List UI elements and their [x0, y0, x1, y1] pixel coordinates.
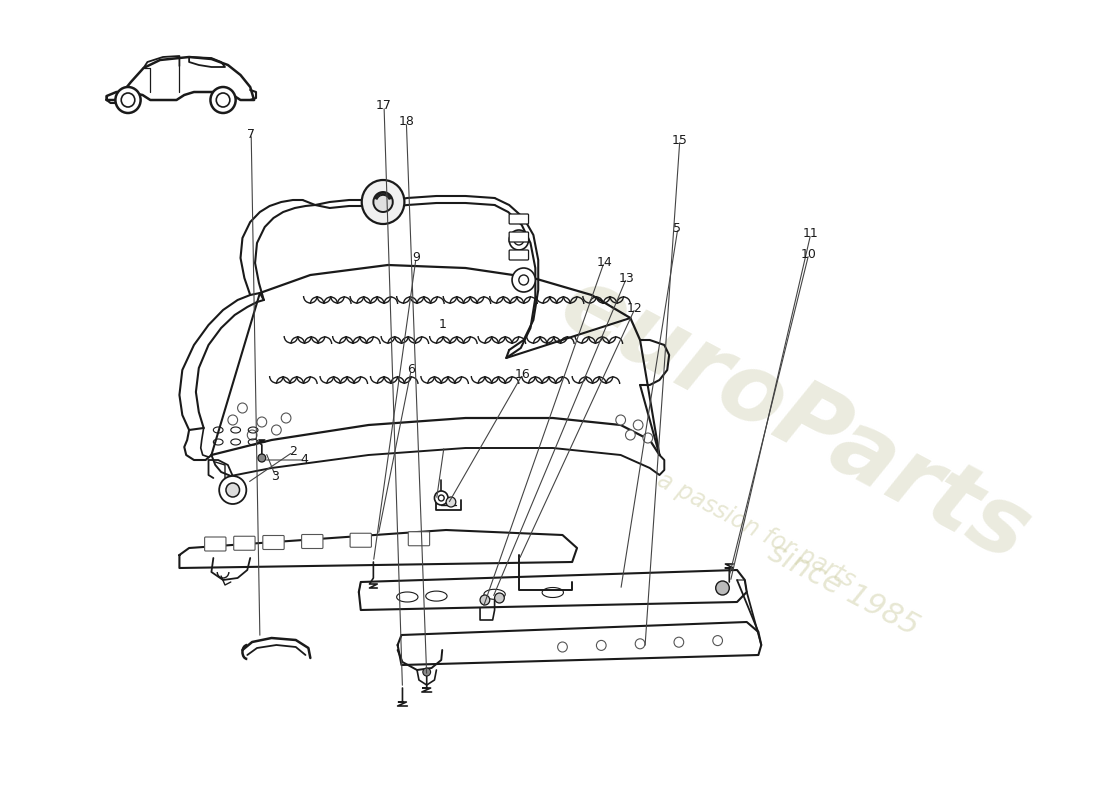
Circle shape [258, 454, 266, 462]
Circle shape [219, 476, 246, 504]
Text: since 1985: since 1985 [763, 538, 924, 642]
Circle shape [373, 192, 393, 212]
Text: 15: 15 [672, 134, 688, 146]
Circle shape [210, 87, 235, 113]
FancyBboxPatch shape [408, 532, 430, 546]
Circle shape [635, 638, 645, 649]
Text: 17: 17 [376, 99, 392, 112]
Circle shape [238, 403, 248, 413]
Circle shape [217, 93, 230, 107]
Circle shape [558, 642, 568, 652]
Text: 4: 4 [300, 454, 308, 466]
Circle shape [272, 425, 282, 435]
Circle shape [495, 593, 504, 603]
FancyBboxPatch shape [301, 534, 323, 549]
FancyBboxPatch shape [509, 232, 528, 242]
Circle shape [513, 268, 536, 292]
Circle shape [644, 433, 652, 443]
Circle shape [674, 637, 684, 647]
FancyBboxPatch shape [263, 535, 284, 550]
Circle shape [519, 275, 528, 285]
Circle shape [514, 235, 524, 245]
Circle shape [228, 415, 238, 425]
Circle shape [509, 230, 528, 250]
Circle shape [434, 491, 448, 505]
Text: 10: 10 [801, 248, 816, 261]
Circle shape [248, 430, 257, 440]
Text: 16: 16 [515, 368, 530, 381]
Text: 3: 3 [272, 470, 279, 482]
Circle shape [716, 581, 729, 595]
Text: a passion for parts: a passion for parts [653, 468, 859, 592]
Circle shape [116, 87, 141, 113]
Circle shape [422, 668, 430, 676]
FancyBboxPatch shape [350, 534, 372, 547]
Circle shape [226, 483, 240, 497]
Circle shape [282, 413, 290, 423]
FancyBboxPatch shape [509, 250, 528, 260]
Text: 2: 2 [289, 446, 297, 458]
Circle shape [447, 497, 455, 507]
Circle shape [257, 417, 266, 427]
Circle shape [713, 635, 723, 646]
Circle shape [362, 180, 405, 224]
Text: 5: 5 [673, 222, 681, 234]
Text: 11: 11 [803, 227, 818, 240]
Text: 13: 13 [618, 272, 634, 285]
Text: 14: 14 [597, 256, 613, 269]
Circle shape [596, 640, 606, 650]
FancyBboxPatch shape [205, 537, 225, 551]
Circle shape [480, 595, 490, 605]
Circle shape [634, 420, 643, 430]
Circle shape [626, 430, 635, 440]
FancyBboxPatch shape [233, 536, 255, 550]
Circle shape [616, 415, 626, 425]
FancyBboxPatch shape [509, 214, 528, 224]
Text: 9: 9 [412, 251, 420, 264]
Text: 7: 7 [246, 128, 255, 141]
Text: 1: 1 [439, 318, 447, 330]
Text: euroParts: euroParts [544, 258, 1045, 582]
Circle shape [121, 93, 135, 107]
Text: 12: 12 [627, 302, 642, 314]
Text: 18: 18 [398, 115, 415, 128]
Circle shape [438, 495, 444, 501]
Text: 6: 6 [407, 363, 415, 376]
